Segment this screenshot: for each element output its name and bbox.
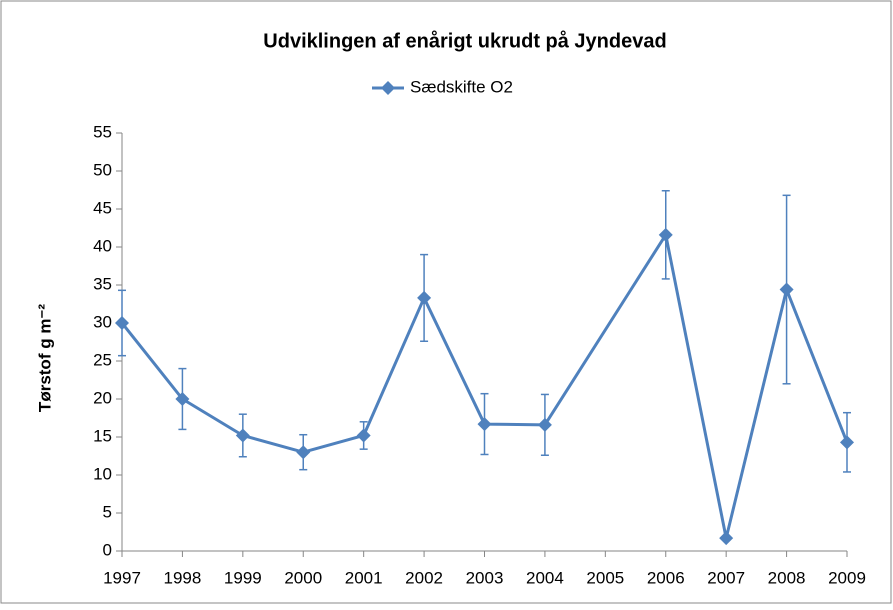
point bbox=[477, 417, 492, 432]
y-tick-label: 0 bbox=[103, 540, 112, 559]
y-tick-label: 20 bbox=[93, 388, 112, 407]
point bbox=[537, 417, 552, 432]
x-tick-label: 1998 bbox=[164, 568, 202, 587]
point bbox=[296, 445, 311, 460]
y-tick-label: 55 bbox=[93, 122, 112, 141]
y-tick-label: 35 bbox=[93, 274, 112, 293]
x-tick-label: 2003 bbox=[466, 568, 504, 587]
x-tick-label: 2002 bbox=[405, 568, 443, 587]
legend-label: Sædskifte O2 bbox=[410, 77, 513, 96]
y-tick-label: 5 bbox=[103, 502, 112, 521]
series-line bbox=[120, 233, 849, 540]
point bbox=[356, 428, 371, 443]
point bbox=[658, 227, 673, 242]
point bbox=[235, 428, 250, 443]
point bbox=[175, 392, 190, 406]
y-tick-label: 15 bbox=[93, 426, 112, 445]
point bbox=[840, 435, 854, 450]
point bbox=[417, 290, 432, 305]
y-tick-label: 40 bbox=[93, 236, 112, 255]
point bbox=[115, 316, 129, 330]
y-axis-label: Tørstof g m⁻² bbox=[35, 304, 54, 412]
x-tick-label: 2006 bbox=[647, 568, 685, 587]
y-tick-label: 45 bbox=[93, 198, 112, 217]
x-tick-label: 2001 bbox=[345, 568, 383, 587]
x-tick-label: 2004 bbox=[526, 568, 564, 587]
y-tick-label: 10 bbox=[93, 464, 112, 483]
y-tick-label: 25 bbox=[93, 350, 112, 369]
x-tick-label: 2000 bbox=[284, 568, 322, 587]
x-tick-label: 2007 bbox=[707, 568, 745, 587]
point bbox=[779, 282, 794, 297]
x-tick-label: 2005 bbox=[586, 568, 624, 587]
chart-title: Udviklingen af enårigt ukrudt på Jyndeva… bbox=[263, 29, 666, 52]
legend-marker bbox=[381, 81, 395, 95]
y-tick-label: 50 bbox=[93, 160, 112, 179]
x-tick-label: 1997 bbox=[103, 568, 141, 587]
point bbox=[719, 531, 734, 546]
x-tick-label: 2009 bbox=[828, 568, 866, 587]
y-tick-label: 30 bbox=[93, 312, 112, 331]
x-tick-label: 1999 bbox=[224, 568, 262, 587]
x-tick-label: 2008 bbox=[768, 568, 806, 587]
